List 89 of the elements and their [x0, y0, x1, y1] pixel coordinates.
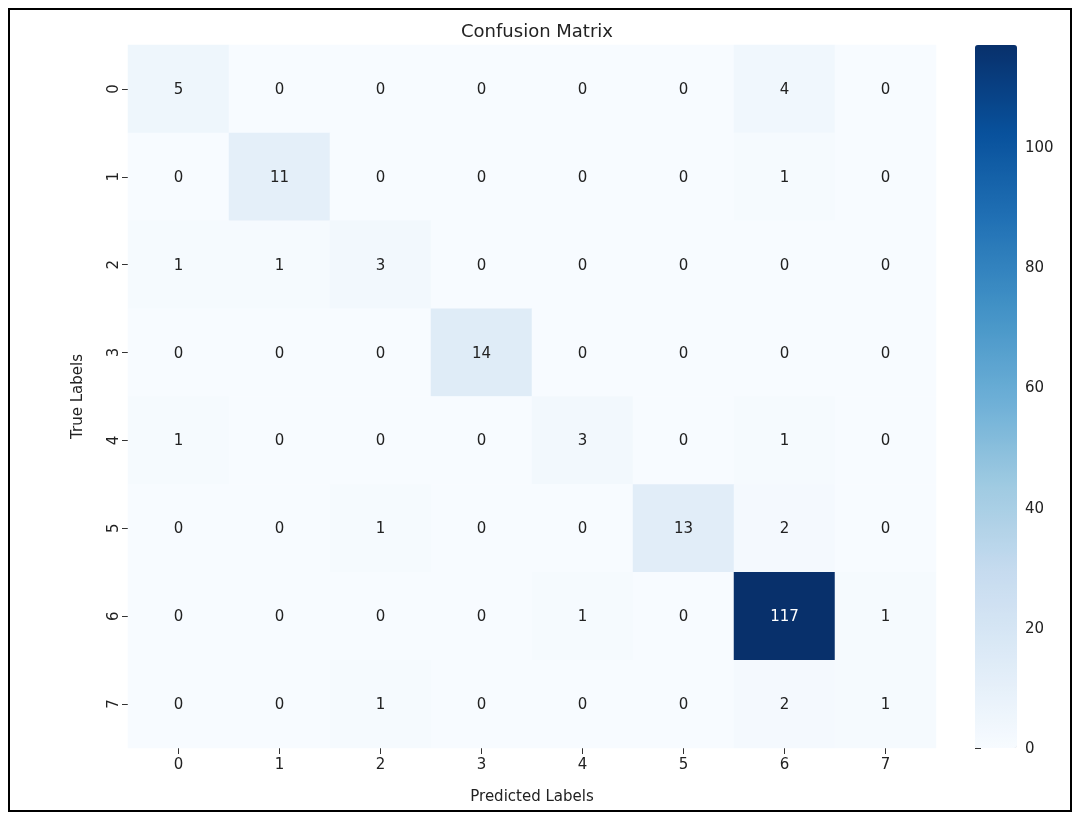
data-label: 0 — [274, 695, 285, 714]
data-label: 0 — [880, 431, 891, 450]
data-label: 0 — [678, 695, 689, 714]
data-label: 0 — [476, 255, 487, 274]
data-label: 1 — [779, 167, 790, 186]
data-label: 117 — [770, 607, 799, 626]
color-bar-label: 0 — [1025, 739, 1035, 757]
data-label: 0 — [577, 79, 588, 98]
data-label: 1 — [577, 607, 588, 626]
x-tick-label: 2 — [375, 754, 386, 773]
data-label: 0 — [375, 343, 386, 362]
x-tick-label: 5 — [678, 754, 689, 773]
data-label: 0 — [678, 79, 689, 98]
y-tick-label: 7 — [103, 699, 122, 709]
x-tick-label: 3 — [476, 754, 487, 773]
data-label: 0 — [880, 519, 891, 538]
x-tick-label: 7 — [880, 754, 891, 773]
y-tick-label: 3 — [103, 347, 122, 358]
data-label: 0 — [173, 519, 184, 538]
data-label: 1 — [173, 431, 184, 450]
data-label: 0 — [678, 343, 689, 362]
data-label: 0 — [678, 607, 689, 626]
data-label: 0 — [880, 79, 891, 98]
data-label: 4 — [779, 79, 790, 98]
data-label: 0 — [173, 695, 184, 714]
y-tick-label: 0 — [103, 84, 122, 94]
data-label: 0 — [476, 607, 487, 626]
data-label: 0 — [375, 431, 386, 450]
data-label: 13 — [673, 519, 694, 538]
data-label: 0 — [476, 519, 487, 538]
x-tick-label: 4 — [577, 754, 588, 773]
y-axis-title: True Labels — [67, 353, 86, 440]
data-label: 0 — [779, 343, 790, 362]
color-bar-label: 20 — [1025, 618, 1045, 637]
data-label: 0 — [880, 343, 891, 362]
data-label: 0 — [476, 695, 487, 714]
data-label: 0 — [476, 431, 487, 450]
data-label: 5 — [173, 79, 184, 98]
data-label: 1 — [375, 695, 386, 714]
data-label: 3 — [577, 431, 588, 450]
data-label: 0 — [274, 79, 285, 98]
data-label: 0 — [880, 255, 891, 274]
data-label: 0 — [274, 343, 285, 362]
x-axis-title: Predicted Labels — [470, 786, 594, 805]
data-label: 0 — [577, 519, 588, 538]
x-tick-label: 1 — [274, 754, 285, 773]
data-label: 0 — [880, 167, 891, 186]
data-label: 1 — [173, 255, 184, 274]
data-label: 0 — [678, 431, 689, 450]
data-label: 0 — [577, 343, 588, 362]
data-label: 0 — [577, 695, 588, 714]
data-label: 0 — [375, 167, 386, 186]
data-label: 0 — [476, 79, 487, 98]
data-label: 14 — [471, 343, 492, 362]
data-label: 0 — [779, 255, 790, 274]
x-tick-label: 0 — [173, 754, 184, 773]
data-label: 3 — [375, 255, 386, 274]
data-label: 0 — [375, 79, 386, 98]
data-label: 1 — [274, 255, 285, 274]
y-tick-label: 5 — [103, 523, 122, 534]
y-tick-label: 1 — [103, 172, 122, 182]
y-tick-label: 4 — [103, 435, 122, 446]
data-label: 0 — [678, 255, 689, 274]
y-tick-label: 6 — [103, 611, 122, 621]
data-label: 0 — [274, 607, 285, 626]
data-label: 2 — [779, 695, 790, 714]
color-bar-label: 80 — [1025, 258, 1045, 277]
x-tick-label: 6 — [779, 754, 790, 773]
color-bar-label: 100 — [1025, 138, 1054, 157]
data-label: 1 — [880, 695, 891, 714]
color-bar-label: 60 — [1025, 378, 1045, 397]
color-bar-label: 40 — [1025, 498, 1045, 517]
data-label: 0 — [274, 519, 285, 538]
data-label: 0 — [678, 167, 689, 186]
data-label: 0 — [375, 607, 386, 626]
data-label: 0 — [577, 255, 588, 274]
data-label: 0 — [577, 167, 588, 186]
data-label: 1 — [375, 519, 386, 538]
data-label: 11 — [269, 167, 290, 186]
chart-title: Confusion Matrix — [461, 19, 614, 41]
data-label: 0 — [173, 607, 184, 626]
data-label: 0 — [476, 167, 487, 186]
data-label: 0 — [173, 343, 184, 362]
data-label: 2 — [779, 519, 790, 538]
y-tick-label: 2 — [103, 259, 122, 270]
data-label: 1 — [880, 607, 891, 626]
data-label: 0 — [173, 167, 184, 186]
data-label: 1 — [779, 431, 790, 450]
data-label: 0 — [274, 431, 285, 450]
